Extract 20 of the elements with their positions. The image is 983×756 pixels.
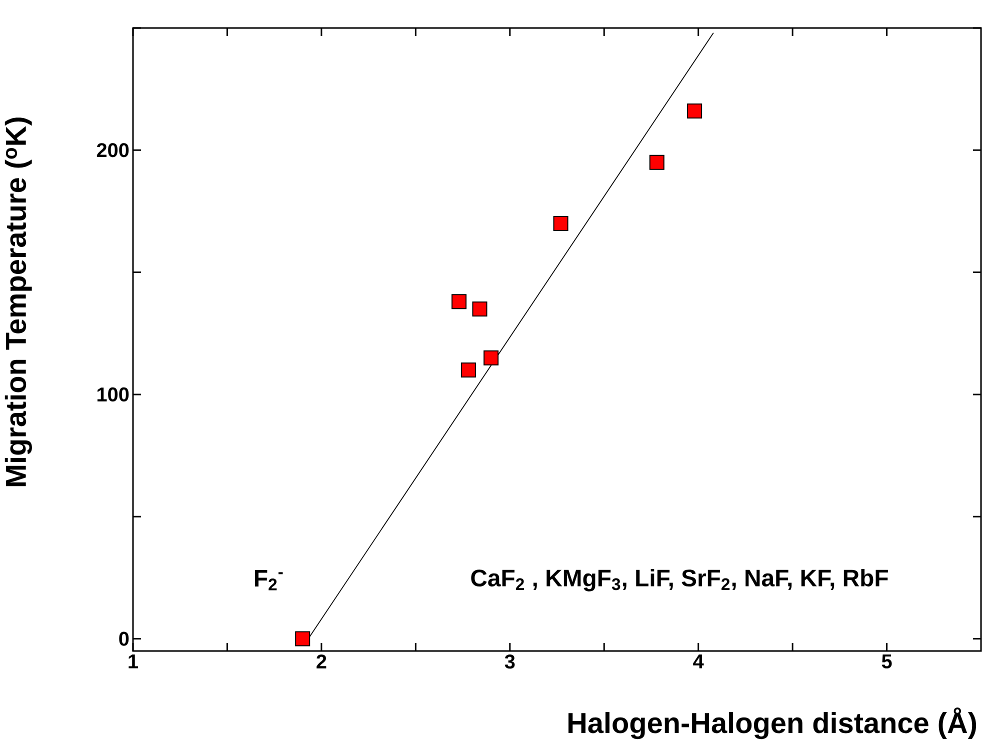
point — [649, 154, 664, 170]
point — [687, 104, 702, 119]
y-tick-label: 100 — [97, 387, 129, 402]
x-tick-label: 1 — [128, 654, 138, 668]
x-axis-title: Halogen-Halogen distance (Å) — [568, 707, 976, 740]
point — [553, 216, 568, 231]
point — [472, 301, 488, 316]
point — [452, 294, 467, 310]
y-tick-label: 0 — [119, 632, 129, 646]
x-tick-label: 5 — [882, 654, 892, 668]
x-tick-label: 4 — [693, 654, 704, 668]
annotation: F$_{2}$- — [255, 570, 283, 590]
x-tick-label: 3 — [504, 654, 515, 669]
annotation: CaF$_{2}$ , KMgF$_{3}$, LiF, SrF$_{2}$, NaF, KF, RbF — [471, 568, 888, 592]
point — [460, 362, 476, 378]
y-axis-title: Migration Temperature ($^{o}$K) — [4, 118, 32, 486]
point — [295, 631, 310, 646]
x-tick-label: 2 — [316, 654, 326, 668]
y-tick-label: 200 — [96, 143, 129, 158]
point — [484, 350, 499, 366]
